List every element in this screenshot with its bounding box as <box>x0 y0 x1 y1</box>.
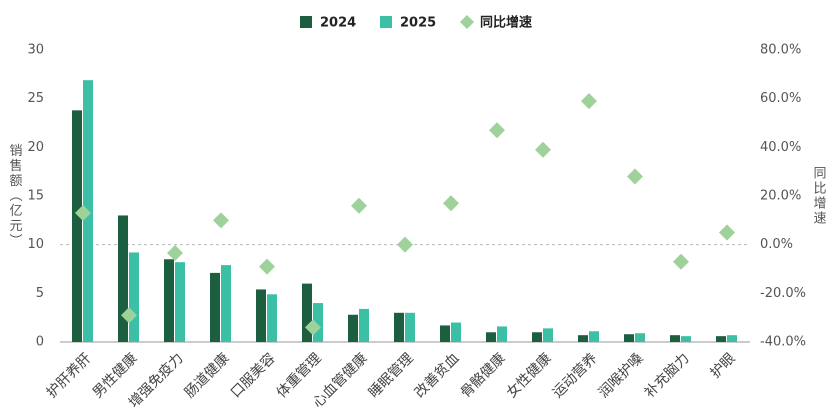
y2-tick-label: 20.0% <box>760 189 801 204</box>
bar <box>451 322 461 342</box>
bar <box>405 312 415 342</box>
legend-marker <box>460 15 474 29</box>
growth-marker <box>489 122 505 139</box>
growth-marker <box>121 307 137 324</box>
bar <box>394 312 404 342</box>
growth-marker <box>535 141 551 158</box>
y2-tick-label: -20.0% <box>760 286 806 301</box>
legend-swatch <box>300 16 312 28</box>
legend-label: 2025 <box>400 16 436 31</box>
bar <box>210 272 220 342</box>
y2-axis-label: 同比增速 <box>811 166 827 226</box>
bar <box>486 332 496 342</box>
growth-marker <box>167 244 183 261</box>
bar <box>348 314 358 342</box>
y2-tick-label: 40.0% <box>760 140 801 155</box>
bar <box>359 308 369 342</box>
growth-marker <box>259 258 275 275</box>
y-tick-label: 25 <box>27 91 44 106</box>
x-tick-label: 睡眠管理 <box>366 350 417 401</box>
bar <box>175 262 185 342</box>
y-tick-label: 20 <box>27 140 44 155</box>
y-axis-label: 销售额（亿元） <box>7 144 23 249</box>
bar <box>635 333 645 342</box>
bar <box>716 336 726 342</box>
bar <box>440 325 450 342</box>
legend-swatch <box>380 16 392 28</box>
bar <box>118 215 128 342</box>
growth-marker <box>443 195 459 212</box>
growth-marker <box>305 319 321 336</box>
bar <box>497 326 507 342</box>
growth-marker <box>627 168 643 185</box>
y-tick-label: 5 <box>36 286 44 301</box>
y-tick-label: 0 <box>36 335 44 350</box>
x-tick-label: 护肝养肝 <box>44 350 95 401</box>
x-tick-label: 润喉护嗓 <box>596 350 647 401</box>
x-tick-label: 骨骼健康 <box>457 350 509 402</box>
bar <box>532 332 542 342</box>
bar <box>221 265 231 342</box>
x-tick-label: 口服美容 <box>227 350 279 402</box>
y-tick-label: 10 <box>27 237 44 252</box>
bar <box>267 294 277 342</box>
growth-marker <box>213 212 229 229</box>
y2-tick-label: 80.0% <box>760 43 801 58</box>
growth-marker <box>673 253 689 270</box>
growth-marker <box>351 197 367 214</box>
y2-tick-label: 60.0% <box>760 91 801 106</box>
bar <box>256 289 266 342</box>
bar <box>578 335 588 342</box>
growth-marker <box>397 236 413 253</box>
x-tick-label: 护眼 <box>708 350 739 381</box>
legend-label: 同比增速 <box>480 15 532 31</box>
y-tick-label: 30 <box>27 43 44 58</box>
bar <box>681 336 691 342</box>
x-tick-label: 运动营养 <box>550 350 601 401</box>
growth-marker <box>581 93 597 110</box>
x-tick-label: 肠道健康 <box>181 350 233 402</box>
x-tick-label: 补充脑力 <box>642 350 693 401</box>
growth-marker <box>719 224 735 241</box>
bar <box>313 303 323 342</box>
x-tick-label: 改善贫血 <box>412 350 463 401</box>
bar <box>129 252 139 342</box>
y-tick-label: 15 <box>27 189 44 204</box>
bar <box>72 110 82 342</box>
bar <box>727 335 737 342</box>
y2-tick-label: 0.0% <box>760 237 793 252</box>
x-tick-label: 女性健康 <box>503 350 555 402</box>
bar <box>670 335 680 342</box>
y2-tick-label: -40.0% <box>760 335 806 350</box>
bar <box>164 259 174 342</box>
growth-marker <box>75 205 91 222</box>
bar <box>302 283 312 342</box>
legend-label: 2024 <box>320 16 356 31</box>
bar <box>589 331 599 342</box>
bar <box>543 328 553 342</box>
bar <box>624 334 634 342</box>
